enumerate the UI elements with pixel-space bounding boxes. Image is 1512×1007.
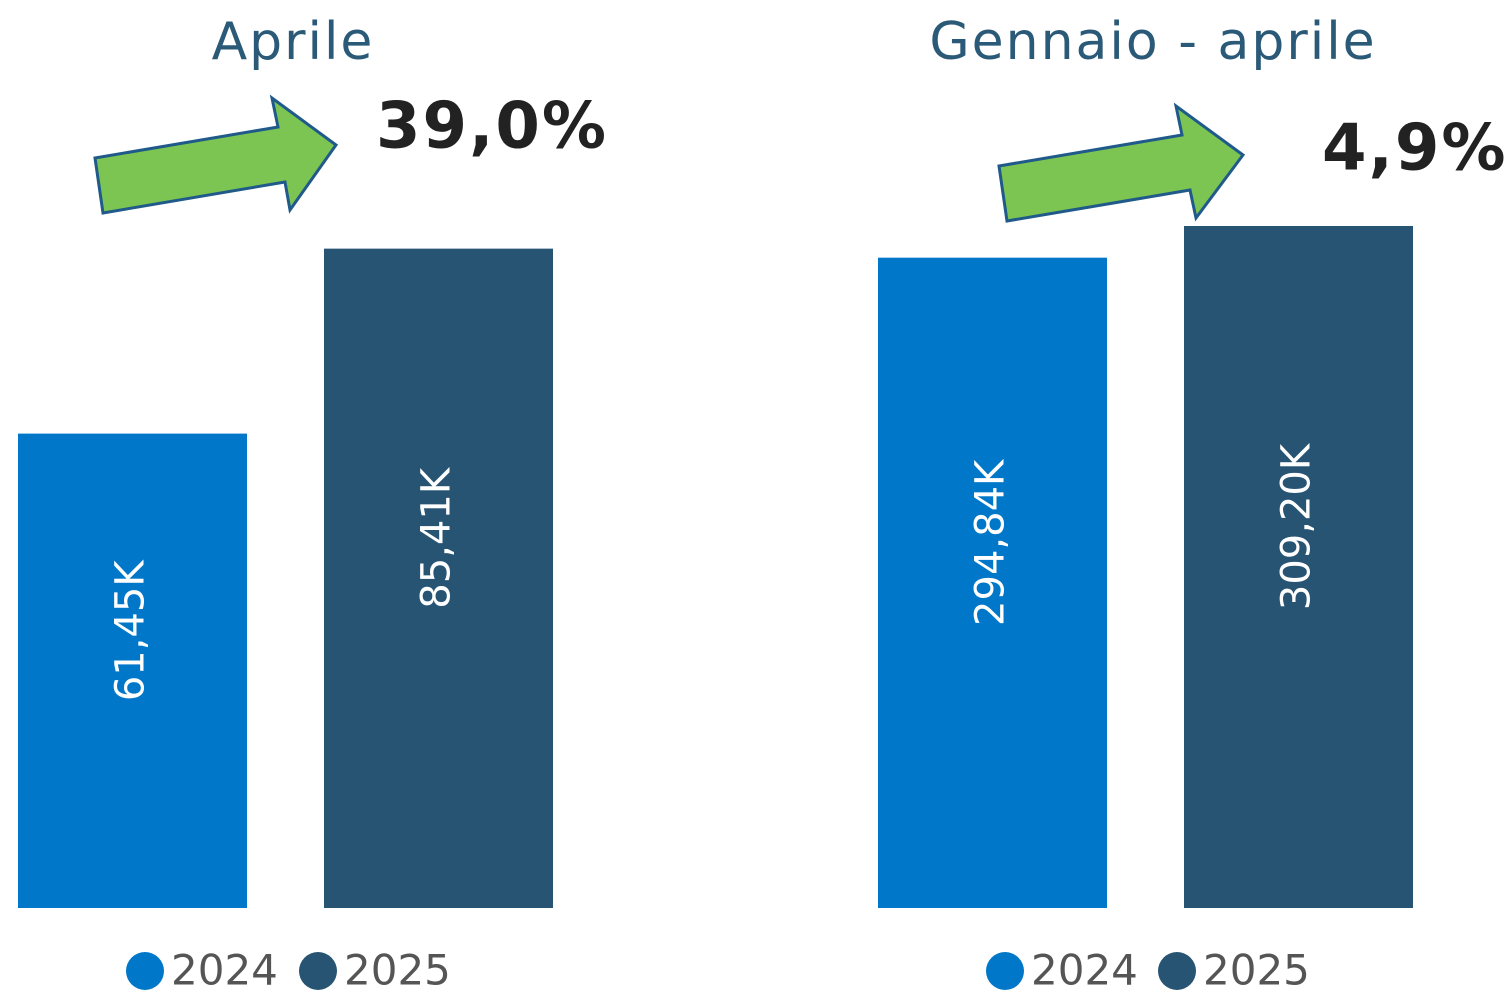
legend-swatch bbox=[986, 952, 1024, 990]
value-label: 85,41K bbox=[414, 466, 460, 609]
chart-title: Aprile bbox=[212, 12, 375, 72]
legend-label: 2024 bbox=[1031, 946, 1138, 995]
growth-arrow bbox=[93, 94, 339, 215]
annotation: 39,0% bbox=[376, 90, 608, 164]
legend-label: 2024 bbox=[171, 946, 278, 995]
bar bbox=[18, 433, 247, 908]
growth-arrow bbox=[997, 102, 1246, 223]
legend-label: 2025 bbox=[1203, 946, 1310, 995]
value-label: 309,20K bbox=[1274, 442, 1320, 610]
legend-swatch bbox=[299, 952, 337, 990]
legend-swatch bbox=[1158, 952, 1196, 990]
legend-label: 2025 bbox=[344, 946, 451, 995]
legend-swatch bbox=[126, 952, 164, 990]
value-label: 294,84K bbox=[968, 458, 1014, 626]
bar bbox=[324, 248, 553, 909]
bar bbox=[878, 257, 1107, 908]
bar bbox=[1184, 225, 1413, 908]
chart-title: Gennaio - aprile bbox=[929, 12, 1376, 72]
annotation: 4,9% bbox=[1322, 112, 1508, 186]
value-label: 61,45K bbox=[108, 559, 154, 702]
